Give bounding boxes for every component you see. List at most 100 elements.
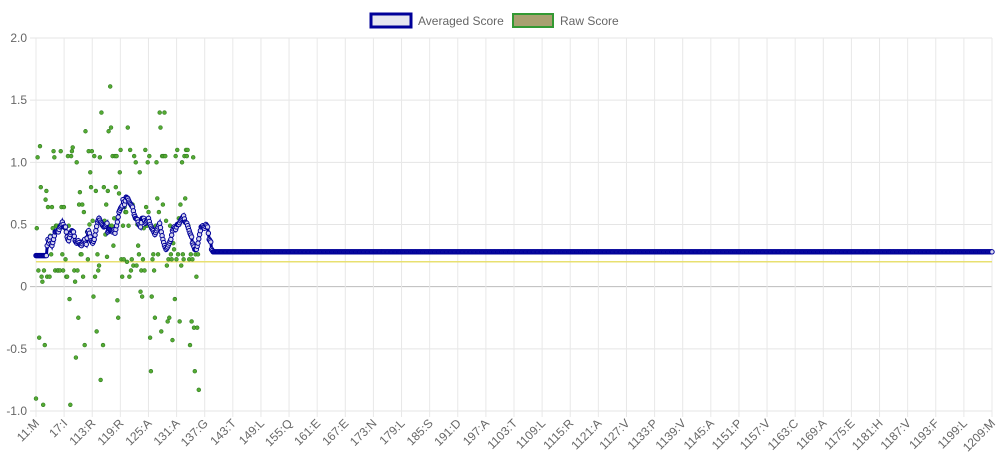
raw-score-point: [180, 252, 186, 257]
raw-score-point: [172, 296, 178, 302]
raw-score-point: [58, 148, 63, 154]
raw-score-point: [41, 268, 47, 273]
raw-score-point: [115, 298, 120, 303]
raw-score-point: [125, 125, 130, 130]
x-tick-label: 191:D: [431, 416, 464, 449]
x-tick-label: 137:G: [178, 416, 211, 449]
raw-score-point: [44, 188, 49, 194]
raw-score-point: [106, 129, 111, 134]
raw-score-point: [181, 257, 186, 262]
raw-score-point: [34, 226, 39, 231]
raw-score-point: [174, 257, 179, 262]
x-tick-label: 1139:V: [653, 416, 689, 452]
x-tick-label: 125:A: [123, 416, 155, 448]
raw-score-point: [156, 209, 162, 215]
raw-score-point: [189, 319, 194, 324]
raw-score-point: [87, 222, 92, 227]
legend-item-averaged[interactable]: Averaged Score: [369, 12, 504, 29]
raw-score-point: [127, 274, 132, 279]
raw-score-point: [142, 268, 147, 273]
raw-score-point: [190, 257, 195, 262]
raw-score-point: [43, 197, 48, 202]
raw-score-point: [124, 259, 130, 264]
x-tick-label: 1127:V: [596, 416, 632, 452]
raw-score-point: [145, 160, 150, 165]
raw-score-point: [63, 257, 68, 262]
x-tick-label: 1145:A: [681, 416, 717, 452]
raw-score-point: [115, 315, 121, 320]
raw-score-point: [69, 148, 75, 154]
raw-score-point: [119, 274, 125, 279]
raw-score-point: [38, 185, 43, 190]
raw-score-point: [163, 218, 169, 223]
raw-score-point: [120, 223, 126, 228]
raw-score-point: [150, 257, 155, 262]
y-tick-label: 0: [20, 280, 27, 294]
raw-score-point: [188, 252, 194, 257]
x-tick-label: 167:E: [319, 416, 351, 448]
raw-score-point: [147, 153, 152, 159]
raw-score-point: [61, 204, 67, 210]
x-tick-label: 155:Q: [262, 416, 295, 449]
raw-score-point: [108, 84, 113, 89]
raw-score-point: [80, 274, 86, 279]
raw-score-point: [96, 263, 102, 268]
raw-score-point: [116, 191, 122, 196]
legend: Averaged Score Raw Score: [369, 12, 619, 29]
raw-score-point: [173, 153, 178, 159]
raw-score-point: [163, 153, 168, 159]
raw-score-point: [36, 268, 41, 273]
raw-score-point: [121, 257, 126, 262]
raw-score-point: [196, 387, 201, 393]
raw-score-point: [100, 342, 106, 348]
raw-score-point: [177, 319, 182, 324]
raw-score-point: [95, 252, 100, 257]
raw-score-point: [143, 147, 148, 153]
raw-score-point: [148, 369, 154, 374]
raw-score-point: [123, 209, 129, 215]
y-axis-ticks: 2.0 1.5 1.0 0.5 0 -0.5 -1.0: [6, 31, 27, 418]
averaged-score-point: [205, 230, 212, 236]
raw-score-point: [77, 189, 83, 195]
raw-score-point: [191, 155, 196, 160]
raw-score-point: [42, 342, 47, 348]
raw-score-point: [135, 243, 141, 248]
raw-score-point: [139, 294, 145, 299]
legend-item-raw[interactable]: Raw Score: [512, 13, 619, 28]
raw-score-point: [160, 202, 166, 207]
raw-score-point: [85, 257, 91, 262]
averaged-score-point: [168, 236, 174, 243]
raw-score-point: [80, 202, 85, 207]
averaged-score-point: [157, 224, 164, 231]
legend-label-averaged: Averaged Score: [418, 14, 504, 28]
averaged-score-point: [195, 240, 201, 246]
raw-score-point: [194, 325, 200, 330]
raw-score-point: [129, 257, 134, 262]
raw-score-point: [170, 337, 175, 343]
raw-score-point: [88, 170, 93, 175]
raw-score-point: [195, 252, 201, 257]
raw-score-point: [138, 289, 143, 294]
averaged-score-point: [204, 224, 211, 230]
raw-score-point: [159, 329, 164, 334]
averaged-score-point: [989, 249, 995, 255]
raw-score-point: [167, 315, 172, 320]
averaged-score-point: [71, 233, 78, 240]
x-tick-label: 1103:T: [484, 416, 520, 452]
x-tick-label: 131:A: [151, 416, 183, 448]
averaged-score-point: [137, 224, 144, 230]
raw-score-point: [179, 160, 185, 165]
x-tick-label: 173:N: [347, 416, 380, 449]
raw-score-point: [64, 274, 70, 279]
raw-score-point: [162, 110, 167, 115]
raw-score-point: [88, 185, 94, 190]
raw-score-point: [76, 315, 81, 320]
raw-score-point: [83, 129, 88, 134]
x-tick-label: 1187:V: [878, 416, 914, 452]
raw-score-point: [92, 274, 98, 279]
averaged-score-point: [83, 241, 89, 248]
raw-score-point: [143, 204, 149, 210]
raw-score-point: [39, 274, 44, 279]
x-tick-label: 149:L: [236, 416, 267, 447]
raw-score-point: [171, 247, 177, 252]
